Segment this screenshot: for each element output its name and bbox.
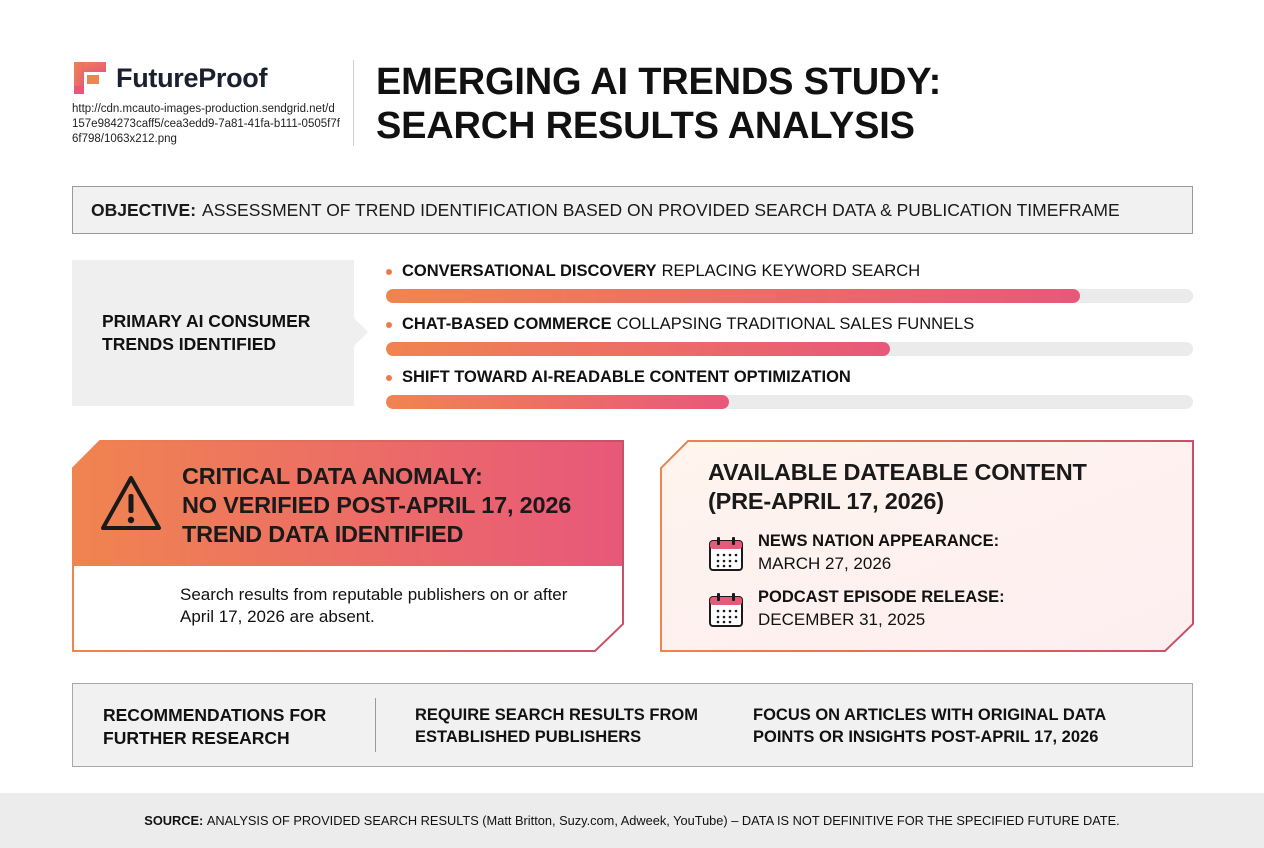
logo-row: FutureProof — [72, 60, 342, 96]
anomaly-card-frame — [72, 440, 624, 652]
bullet-dot — [386, 374, 392, 381]
trend-item: CHAT-BASED COMMERCE COLLAPSING TRADITION… — [386, 315, 1193, 356]
futureproof-logo-icon — [74, 62, 106, 94]
objective-label: OBJECTIVE: — [91, 199, 197, 220]
anomaly-title-line-2: NO VERIFIED POST-APRIL 17, 2026 — [182, 492, 572, 518]
dateable-title-line-1: AVAILABLE DATEABLE CONTENT — [708, 459, 1087, 485]
dateable-title: AVAILABLE DATEABLE CONTENT (PRE-APRIL 17… — [708, 458, 1178, 516]
recommendation-line-2: ESTABLISHED PUBLISHERS — [415, 728, 642, 746]
recommendations-title-line-2: FURTHER RESEARCH — [103, 728, 290, 748]
trend-bold: CHAT-BASED COMMERCE — [402, 315, 612, 333]
header: FutureProof http://cdn.mcauto-images-pro… — [0, 0, 1264, 160]
trend-bar-track — [386, 289, 1193, 303]
recommendation-line-1: REQUIRE SEARCH RESULTS FROM — [415, 706, 698, 724]
trend-bar-fill — [386, 289, 1081, 303]
trend-bar-fill — [386, 395, 729, 409]
recommendations-panel: RECOMMENDATIONS FOR FURTHER RESEARCH REQ… — [72, 683, 1193, 767]
page-title: EMERGING AI TRENDS STUDY: SEARCH RESULTS… — [376, 60, 1196, 148]
source-text: ANALYSIS OF PROVIDED SEARCH RESULTS (Mat… — [206, 813, 1120, 828]
trends-label-box: PRIMARY AI CONSUMER TRENDS IDENTIFIED — [72, 260, 354, 406]
dateable-event: NEWS NATION APPEARANCE: MARCH 27, 2026 — [708, 532, 1168, 576]
recommendation-item: FOCUS ON ARTICLES WITH ORIGINAL DATA POI… — [753, 704, 1106, 748]
anomaly-title-line-1: CRITICAL DATA ANOMALY: — [182, 463, 483, 489]
trend-bar-track — [386, 342, 1193, 356]
recommendation-line-1: FOCUS ON ARTICLES WITH ORIGINAL DATA — [753, 706, 1107, 724]
trends-pointer-arrow — [354, 318, 368, 346]
anomaly-title-line-3: TREND DATA IDENTIFIED — [182, 521, 464, 547]
logo-block: FutureProof http://cdn.mcauto-images-pro… — [72, 60, 342, 147]
trends-label-line-1: PRIMARY AI CONSUMER — [102, 311, 311, 331]
source-footer: SOURCE: ANALYSIS OF PROVIDED SEARCH RESU… — [0, 793, 1264, 848]
trend-bold: SHIFT TOWARD AI-READABLE CONTENT OPTIMIZ… — [402, 368, 851, 386]
trend-bold: CONVERSATIONAL DISCOVERY — [402, 262, 657, 280]
trend-rest: COLLAPSING TRADITIONAL SALES FUNNELS — [616, 315, 975, 333]
trend-bar-track — [386, 395, 1193, 409]
source-label: SOURCE: — [144, 813, 204, 828]
bullet-dot — [386, 321, 392, 328]
objective-banner: OBJECTIVE: ASSESSMENT OF TREND IDENTIFIC… — [72, 186, 1193, 234]
event-date: MARCH 27, 2026 — [758, 554, 892, 573]
trend-item: SHIFT TOWARD AI-READABLE CONTENT OPTIMIZ… — [386, 368, 1193, 409]
trend-item: CONVERSATIONAL DISCOVERY REPLACING KEYWO… — [386, 262, 1193, 303]
anomaly-body: Search results from reputable publishers… — [180, 585, 568, 626]
trends-label-line-2: TRENDS IDENTIFIED — [102, 334, 277, 354]
objective-text: ASSESSMENT OF TREND IDENTIFICATION BASED… — [202, 199, 1120, 220]
recommendations-title: RECOMMENDATIONS FOR FURTHER RESEARCH — [103, 704, 363, 750]
trend-text: CONVERSATIONAL DISCOVERY REPLACING KEYWO… — [386, 262, 1193, 281]
dateable-title-line-2: (PRE-APRIL 17, 2026) — [708, 488, 944, 514]
recommendations-title-line-1: RECOMMENDATIONS FOR — [103, 705, 327, 725]
brand-name: FutureProof — [116, 62, 268, 93]
calendar-icon — [709, 593, 743, 627]
trend-text: CHAT-BASED COMMERCE COLLAPSING TRADITION… — [386, 315, 1193, 334]
anomaly-title: CRITICAL DATA ANOMALY: NO VERIFIED POST-… — [182, 462, 612, 549]
trend-bar-fill — [386, 342, 891, 356]
trend-rest: REPLACING KEYWORD SEARCH — [661, 262, 921, 280]
recommendation-item: REQUIRE SEARCH RESULTS FROM ESTABLISHED … — [415, 704, 698, 748]
anomaly-card: CRITICAL DATA ANOMALY: NO VERIFIED POST-… — [72, 440, 624, 652]
dateable-content-card: AVAILABLE DATEABLE CONTENT (PRE-APRIL 17… — [660, 440, 1194, 652]
page-title-line-2: SEARCH RESULTS ANALYSIS — [376, 105, 915, 147]
event-date: DECEMBER 31, 2025 — [758, 610, 926, 629]
warning-icon — [101, 476, 161, 530]
recommendation-line-2: POINTS OR INSIGHTS POST-APRIL 17, 2026 — [753, 728, 1099, 746]
event-label: PODCAST EPISODE RELEASE: — [758, 588, 1005, 606]
recommendations-divider — [375, 698, 376, 752]
brand-url: http://cdn.mcauto-images-production.send… — [72, 103, 340, 145]
header-divider — [353, 60, 354, 146]
calendar-icon — [709, 537, 743, 571]
page-title-line-1: EMERGING AI TRENDS STUDY: — [376, 61, 942, 103]
dateable-card-frame — [660, 440, 1194, 652]
trend-text: SHIFT TOWARD AI-READABLE CONTENT OPTIMIZ… — [386, 368, 1193, 387]
dateable-event: PODCAST EPISODE RELEASE: DECEMBER 31, 20… — [708, 588, 1168, 632]
event-label: NEWS NATION APPEARANCE: — [758, 532, 1000, 550]
bullet-dot — [386, 268, 392, 275]
